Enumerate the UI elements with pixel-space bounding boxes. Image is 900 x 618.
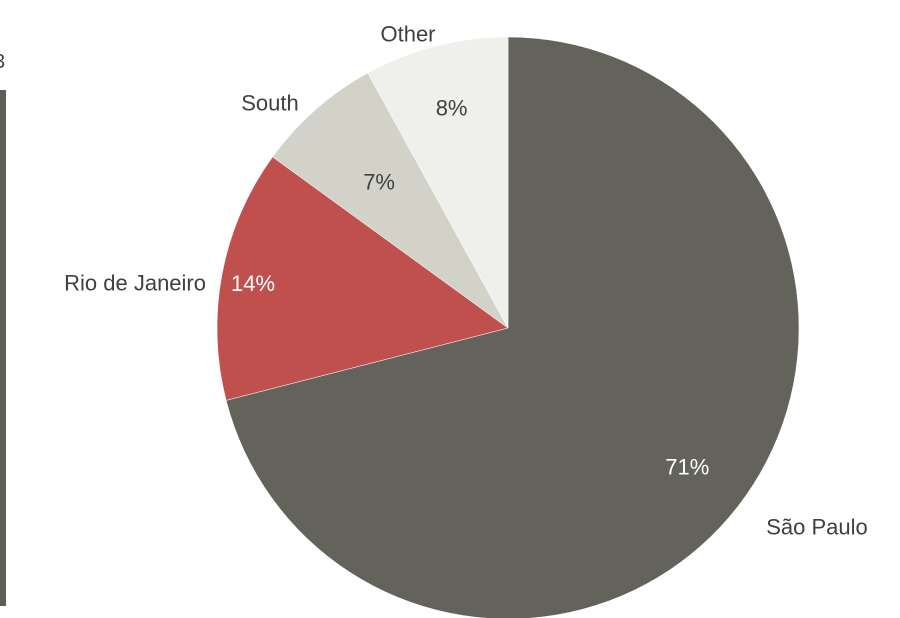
pie-slices [216, 36, 800, 618]
pie-slice-other [367, 36, 509, 329]
pie-value-label-rio-de-janeiro: 14% [231, 271, 275, 296]
pie-slice-rio-de-janeiro [216, 156, 509, 401]
pie-category-label-sao-paulo: São Paulo [766, 515, 868, 540]
pie-value-label-south: 7% [363, 169, 395, 194]
pie-slice-south [272, 72, 509, 329]
pie-category-label-rio-de-janeiro: Rio de Janeiro [64, 271, 206, 296]
pie-category-label-south: South [241, 91, 299, 116]
pie-slice-sao-paulo [225, 36, 800, 618]
pie-category-label-other: Other [380, 22, 435, 47]
pie-value-label-sao-paulo: 71% [665, 455, 709, 480]
left-edge-bar [0, 90, 6, 606]
pie-value-label-other: 8% [436, 96, 468, 121]
pie-labels: 71% São Paulo 14% Rio de Janeiro 7% South 8% Ot… [64, 22, 868, 540]
left-edge-glyph: 3 [0, 52, 5, 72]
